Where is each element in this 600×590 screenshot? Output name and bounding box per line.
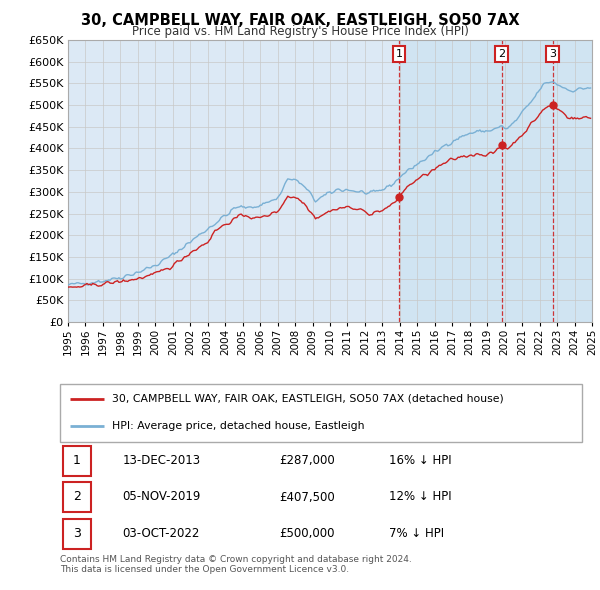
Text: 1: 1 [73,454,80,467]
Text: 16% ↓ HPI: 16% ↓ HPI [389,454,451,467]
Text: 03-OCT-2022: 03-OCT-2022 [122,527,200,540]
Text: £407,500: £407,500 [279,490,335,503]
FancyBboxPatch shape [60,384,582,442]
Text: 30, CAMPBELL WAY, FAIR OAK, EASTLEIGH, SO50 7AX (detached house): 30, CAMPBELL WAY, FAIR OAK, EASTLEIGH, S… [112,394,504,404]
Text: 7% ↓ HPI: 7% ↓ HPI [389,527,444,540]
Text: 2: 2 [73,490,80,503]
Text: 3: 3 [549,49,556,59]
Text: 3: 3 [73,527,80,540]
Text: £500,000: £500,000 [279,527,335,540]
Text: HPI: Average price, detached house, Eastleigh: HPI: Average price, detached house, East… [112,421,365,431]
FancyBboxPatch shape [62,483,91,512]
FancyBboxPatch shape [62,445,91,476]
Text: £287,000: £287,000 [279,454,335,467]
Text: Contains HM Land Registry data © Crown copyright and database right 2024.
This d: Contains HM Land Registry data © Crown c… [60,555,412,574]
Text: Price paid vs. HM Land Registry's House Price Index (HPI): Price paid vs. HM Land Registry's House … [131,25,469,38]
Bar [399,40,592,322]
FancyBboxPatch shape [62,519,91,549]
Text: 12% ↓ HPI: 12% ↓ HPI [389,490,451,503]
Text: 30, CAMPBELL WAY, FAIR OAK, EASTLEIGH, SO50 7AX: 30, CAMPBELL WAY, FAIR OAK, EASTLEIGH, S… [80,13,520,28]
Text: 2: 2 [498,49,505,59]
Text: 13-DEC-2013: 13-DEC-2013 [122,454,201,467]
Text: 05-NOV-2019: 05-NOV-2019 [122,490,201,503]
Text: 1: 1 [395,49,403,59]
